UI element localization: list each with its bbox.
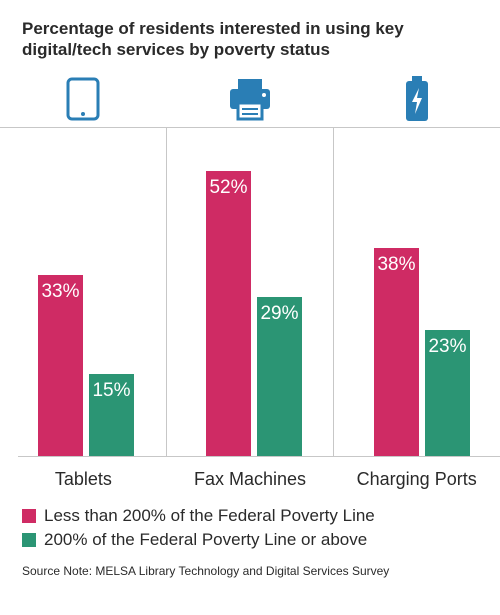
bar-group: 38% 23% [374,248,470,457]
bar-value-label: 33% [38,281,83,303]
legend-label: 200% of the Federal Poverty Line or abov… [44,530,367,550]
legend-item: 200% of the Federal Poverty Line or abov… [22,530,500,550]
chart-title: Percentage of residents interested in us… [0,0,500,71]
vertical-divider [166,128,167,457]
bar: 23% [425,330,470,457]
category-row: Tablets Fax Machines Charging Ports [0,457,500,490]
source-note: Source Note: MELSA Library Technology an… [0,554,500,578]
bar: 33% [38,275,83,457]
tablet-icon [0,77,167,121]
bar-value-label: 38% [374,254,419,276]
legend-label: Less than 200% of the Federal Poverty Li… [44,506,375,526]
bar-value-label: 23% [425,336,470,358]
legend-swatch [22,533,36,547]
legend: Less than 200% of the Federal Poverty Li… [0,490,500,550]
legend-swatch [22,509,36,523]
baseline [18,456,500,457]
icon-row [0,71,500,127]
bar-value-label: 29% [257,303,302,325]
category-label: Tablets [0,469,167,490]
bar: 52% [206,171,251,457]
bar: 15% [89,374,134,457]
bar-group: 33% 15% [38,275,134,457]
bar: 29% [257,297,302,457]
legend-item: Less than 200% of the Federal Poverty Li… [22,506,500,526]
category-label: Fax Machines [167,469,334,490]
category-label: Charging Ports [333,469,500,490]
vertical-divider [333,128,334,457]
bar-group: 52% 29% [206,171,302,457]
printer-icon [167,77,334,121]
bar-chart: 33% 15% 52% 29% 38% 23% [0,127,500,457]
bar: 38% [374,248,419,457]
charging-icon [333,76,500,122]
bar-value-label: 15% [89,380,134,402]
bar-value-label: 52% [206,177,251,199]
